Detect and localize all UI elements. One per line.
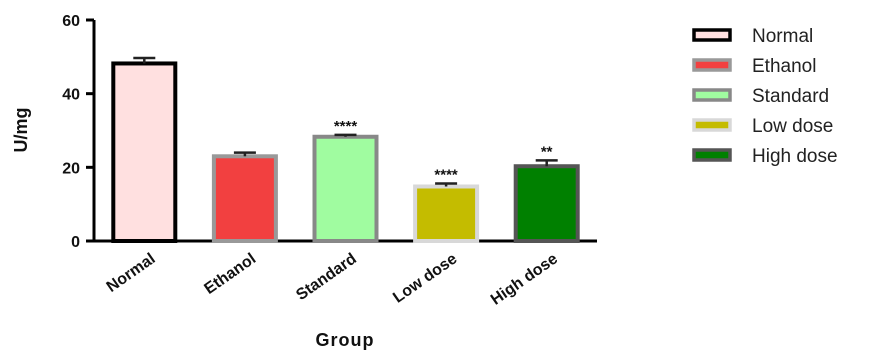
y-tick-label: 60 <box>62 13 80 30</box>
legend-swatch <box>692 118 732 132</box>
bar-standard <box>312 134 379 244</box>
significance-label: **** <box>434 167 458 184</box>
x-tick-label: Normal <box>104 250 159 296</box>
significance-label: ** <box>541 143 553 160</box>
legend-label: Standard <box>752 86 829 107</box>
x-tick-label: Standard <box>293 250 360 304</box>
x-tick-label: Ethanol <box>201 250 259 298</box>
significance-label: **** <box>334 118 358 135</box>
bars <box>111 61 580 244</box>
legend-swatch <box>692 148 732 162</box>
legend: Normal Ethanol Standard Low dose High dose <box>692 26 838 167</box>
x-tick-label: Low dose <box>390 250 460 306</box>
error-bars <box>133 56 558 187</box>
y-tick-label: 0 <box>71 234 80 251</box>
y-tick-label: 20 <box>62 160 80 177</box>
legend-swatch <box>692 58 732 72</box>
bar-normal <box>111 61 178 243</box>
legend-label: Low dose <box>752 116 833 137</box>
y-ticks: 0 20 40 60 <box>62 13 94 251</box>
legend-swatch <box>692 88 732 102</box>
x-axis-title: Group <box>316 330 375 350</box>
bar-high-dose <box>513 164 580 243</box>
legend-label: Ethanol <box>752 56 816 77</box>
bar-low-dose <box>413 184 480 243</box>
bar-ethanol <box>211 154 278 244</box>
legend-swatch <box>692 28 732 42</box>
legend-label: High dose <box>752 146 838 167</box>
significance-labels: ********** <box>334 118 553 184</box>
y-tick-label: 40 <box>62 87 80 104</box>
x-tick-label: High dose <box>488 250 561 308</box>
y-axis-title: U/mg <box>11 108 31 153</box>
x-tick-labels: Normal Ethanol Standard Low dose High dose <box>104 250 561 308</box>
legend-label: Normal <box>752 26 813 47</box>
